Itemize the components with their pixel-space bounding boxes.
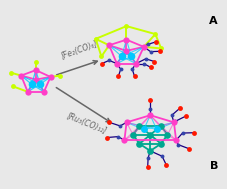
Text: B: B [209,161,217,171]
Text: [Ru₃(CO)₁₂]: [Ru₃(CO)₁₂] [64,112,107,136]
Text: A: A [208,16,217,26]
FancyArrowPatch shape [56,88,110,122]
FancyArrowPatch shape [56,61,97,75]
Text: [Fe₂(CO)₆]: [Fe₂(CO)₆] [60,40,99,61]
